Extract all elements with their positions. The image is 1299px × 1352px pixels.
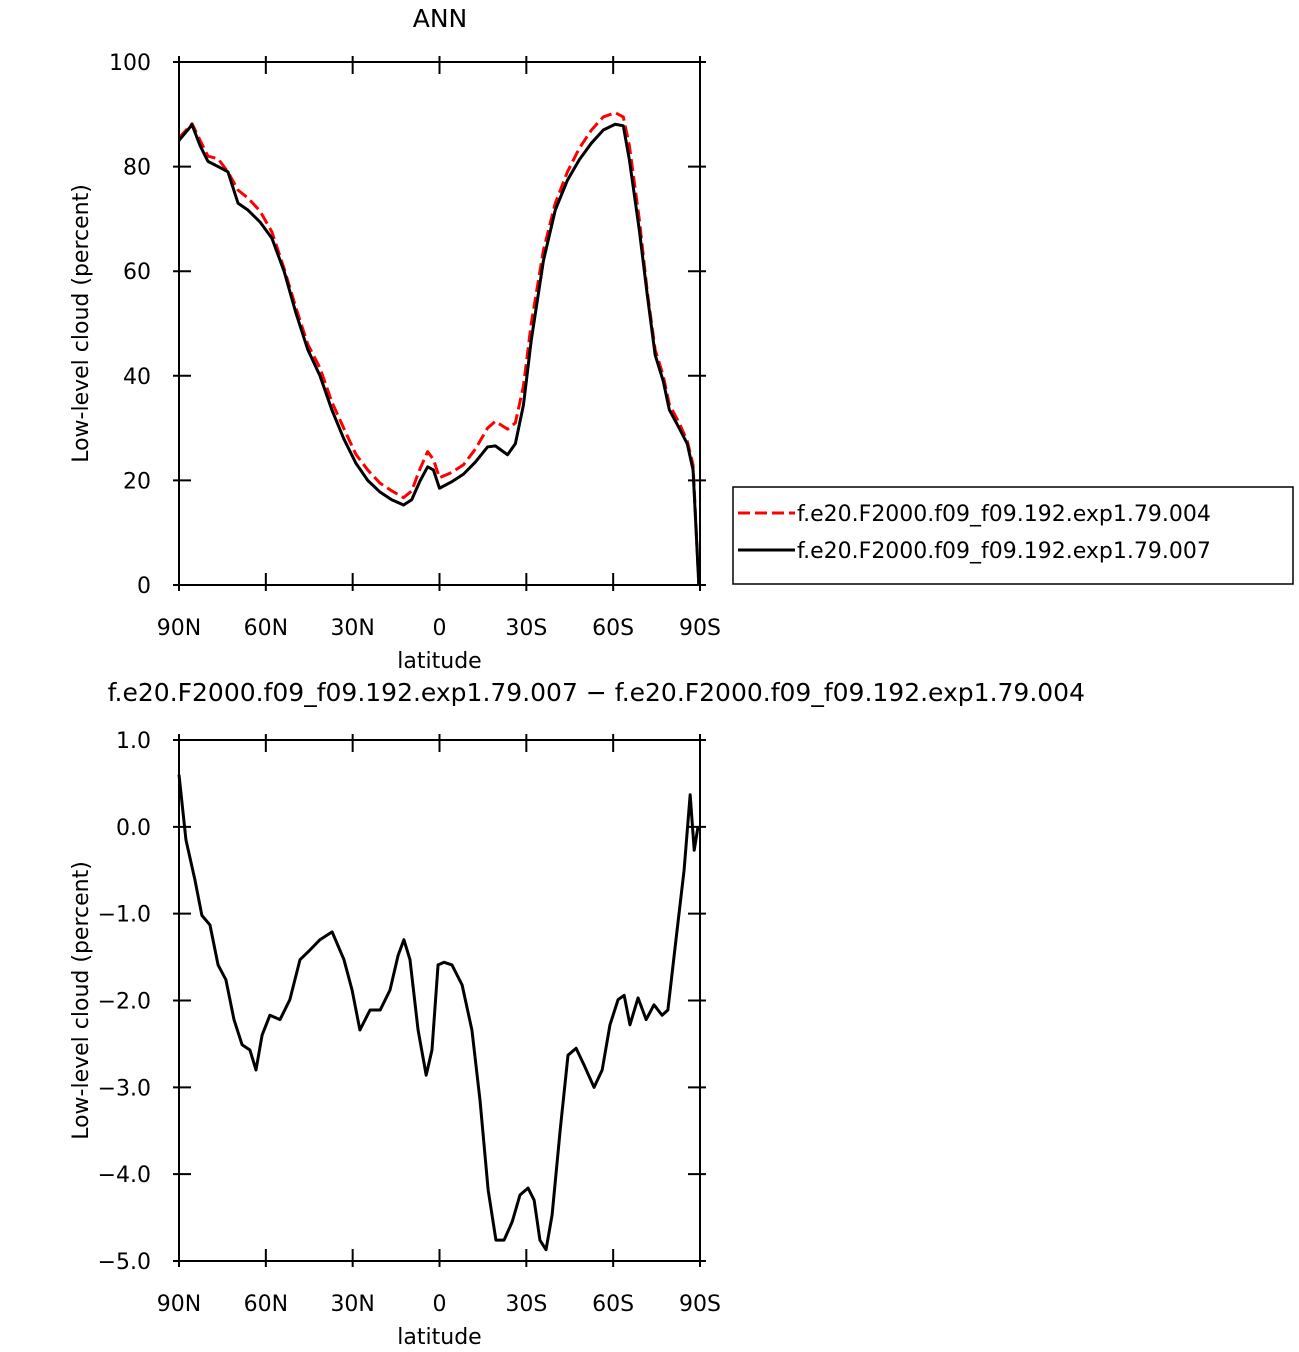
data-line [177, 774, 700, 1252]
chart-title: ANN [413, 4, 468, 33]
y-tick-label: 20 [123, 469, 151, 494]
y-tick-label: 0.0 [116, 816, 151, 841]
chart-title: f.e20.F2000.f09_f09.192.exp1.79.007 − f.… [108, 678, 1085, 707]
x-tick-label: 30S [505, 1292, 547, 1317]
data-line [177, 122, 701, 586]
x-tick-label: 90N [157, 1292, 201, 1317]
x-tick-label: 90S [679, 1292, 721, 1317]
y-axis-label: Low-level cloud (percent) [69, 861, 94, 1140]
x-axis-label: latitude [397, 649, 481, 674]
x-tick-label: 60S [592, 616, 634, 641]
x-tick-label: 90S [679, 616, 721, 641]
x-tick-label: 0 [433, 616, 447, 641]
y-tick-label: −2.0 [98, 990, 151, 1015]
y-tick-label: 80 [123, 156, 151, 181]
plot-frame [178, 61, 701, 586]
x-tick-label: 60N [244, 616, 288, 641]
x-tick-label: 0 [433, 1292, 447, 1317]
x-tick-label: 90N [157, 616, 201, 641]
y-tick-label: 1.0 [116, 729, 151, 754]
x-axis-label: latitude [397, 1325, 481, 1350]
legend-label: f.e20.F2000.f09_f09.192.exp1.79.007 [797, 539, 1211, 564]
y-tick-label: 100 [109, 51, 151, 76]
legend-label: f.e20.F2000.f09_f09.192.exp1.79.004 [797, 502, 1211, 527]
y-tick-label: 60 [123, 260, 151, 285]
y-tick-label: −4.0 [98, 1163, 151, 1188]
data-line [177, 111, 701, 586]
y-tick-label: 0 [137, 574, 151, 599]
x-tick-label: 60N [244, 1292, 288, 1317]
x-tick-label: 30N [330, 1292, 374, 1317]
y-tick-label: −1.0 [98, 903, 151, 928]
y-tick-label: 40 [123, 365, 151, 390]
y-tick-label: −3.0 [98, 1076, 151, 1101]
x-tick-label: 30N [330, 616, 374, 641]
y-axis-label: Low-level cloud (percent) [69, 184, 94, 463]
x-tick-label: 30S [505, 616, 547, 641]
x-tick-label: 60S [592, 1292, 634, 1317]
plot-frame [178, 739, 701, 1262]
legend-box [732, 486, 1294, 585]
y-tick-label: −5.0 [98, 1250, 151, 1275]
